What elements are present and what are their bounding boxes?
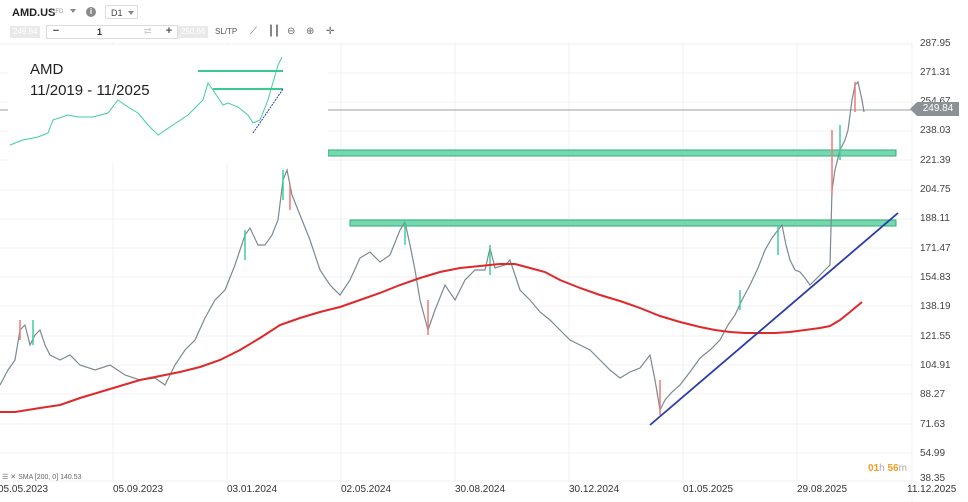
x-tick: 05.09.2023 bbox=[113, 484, 164, 495]
grid bbox=[0, 42, 913, 502]
info-icon[interactable]: i bbox=[86, 7, 96, 17]
trade-bar: 249.84 − 1 ⇄ + 250.66 SL/TP ⟋ ┃┃ ⊖ ⊕ ✛ bbox=[0, 25, 350, 41]
countdown-minutes: 56 bbox=[887, 463, 899, 474]
current-price-tag: 249.84 bbox=[910, 102, 959, 116]
y-tick: 171.47 bbox=[920, 243, 951, 254]
y-tick: 71.63 bbox=[920, 419, 946, 430]
timeframe-value: D1 bbox=[111, 8, 123, 18]
quantity-stepper[interactable]: − 1 ⇄ + bbox=[46, 25, 178, 39]
y-tick: 54.99 bbox=[920, 448, 946, 459]
y-tick: 104.91 bbox=[920, 360, 951, 371]
sma-legend-text: SMA [200, 0] 140.53 bbox=[18, 474, 82, 481]
line-chart-icon[interactable]: ⟋ bbox=[250, 26, 257, 37]
top-bar: AMD.US CFD i D1 bbox=[0, 0, 968, 22]
y-tick: 221.39 bbox=[920, 155, 951, 166]
y-tick: 154.83 bbox=[920, 272, 951, 283]
increase-button[interactable]: + bbox=[165, 25, 173, 37]
y-tick: 138.19 bbox=[920, 301, 951, 312]
inset-date-range: 11/2019 - 11/2025 bbox=[30, 82, 150, 99]
x-tick: 01.05.2025 bbox=[683, 484, 734, 495]
x-tick: 30.12.2024 bbox=[569, 484, 620, 495]
y-tick: 121.55 bbox=[920, 331, 951, 342]
inset-symbol: AMD bbox=[30, 61, 64, 78]
countdown-m-unit: m bbox=[898, 463, 907, 474]
y-tick: 271.31 bbox=[920, 67, 951, 78]
y-tick: 204.75 bbox=[920, 184, 951, 195]
chevron-down-icon bbox=[128, 11, 134, 15]
symbol-type: CFD bbox=[51, 9, 64, 15]
sma-legend: ☰ ✕ SMA [200, 0] 140.53 bbox=[2, 473, 82, 481]
price-chart[interactable] bbox=[0, 42, 968, 502]
support-trendline[interactable] bbox=[649, 212, 899, 426]
x-tick: 02.05.2024 bbox=[341, 484, 392, 495]
sell-price-button[interactable]: 249.84 bbox=[10, 26, 41, 38]
inset-title: AMD 11/2019 - 11/2025 bbox=[30, 59, 150, 101]
legend-settings-icon[interactable]: ☰ bbox=[2, 474, 9, 481]
y-tick: 254.67 bbox=[920, 96, 951, 107]
swap-icon[interactable]: ⇄ bbox=[144, 26, 152, 36]
candles bbox=[19, 82, 856, 415]
y-tick: 188.11 bbox=[920, 213, 950, 224]
x-tick: 03.01.2024 bbox=[227, 484, 278, 495]
countdown-hours: 01 bbox=[868, 463, 880, 474]
y-tick: 287.95 bbox=[920, 38, 951, 49]
price-series bbox=[0, 80, 865, 412]
countdown-h-unit: h bbox=[879, 463, 885, 474]
x-tick: 30.08.2024 bbox=[455, 484, 506, 495]
candles-icon[interactable]: ┃┃ bbox=[268, 26, 281, 37]
sl-tp-button[interactable]: SL/TP bbox=[215, 27, 238, 36]
crosshair-icon[interactable]: ✛ bbox=[326, 26, 335, 37]
zoom-in-icon[interactable]: ⊕ bbox=[306, 26, 315, 37]
symbol-dropdown-caret-icon[interactable] bbox=[70, 9, 76, 13]
buy-price-button[interactable]: 250.66 bbox=[178, 26, 209, 38]
candle-countdown: 01h 56m bbox=[868, 463, 907, 474]
decrease-button[interactable]: − bbox=[52, 25, 60, 37]
symbol-name[interactable]: AMD.US bbox=[12, 7, 56, 19]
inset-long-term-chart: AMD 11/2019 - 11/2025 bbox=[8, 45, 328, 163]
x-tick: 11.12.2025 bbox=[907, 484, 957, 495]
resistance-zone-lower[interactable] bbox=[349, 219, 897, 227]
legend-close-icon[interactable]: ✕ bbox=[10, 474, 17, 481]
x-tick: 29.08.2025 bbox=[797, 484, 848, 495]
y-tick: 38.35 bbox=[920, 473, 946, 484]
y-tick: 238.03 bbox=[920, 125, 951, 136]
resistance-zone-upper[interactable] bbox=[327, 149, 897, 157]
sma-200-line bbox=[0, 263, 863, 413]
x-tick: 05.05.2023 bbox=[0, 484, 49, 495]
y-tick: 88.27 bbox=[920, 389, 946, 400]
quantity-input[interactable]: 1 bbox=[97, 27, 103, 37]
zoom-out-icon[interactable]: ⊖ bbox=[287, 26, 296, 37]
timeframe-select[interactable]: D1 bbox=[105, 5, 138, 19]
